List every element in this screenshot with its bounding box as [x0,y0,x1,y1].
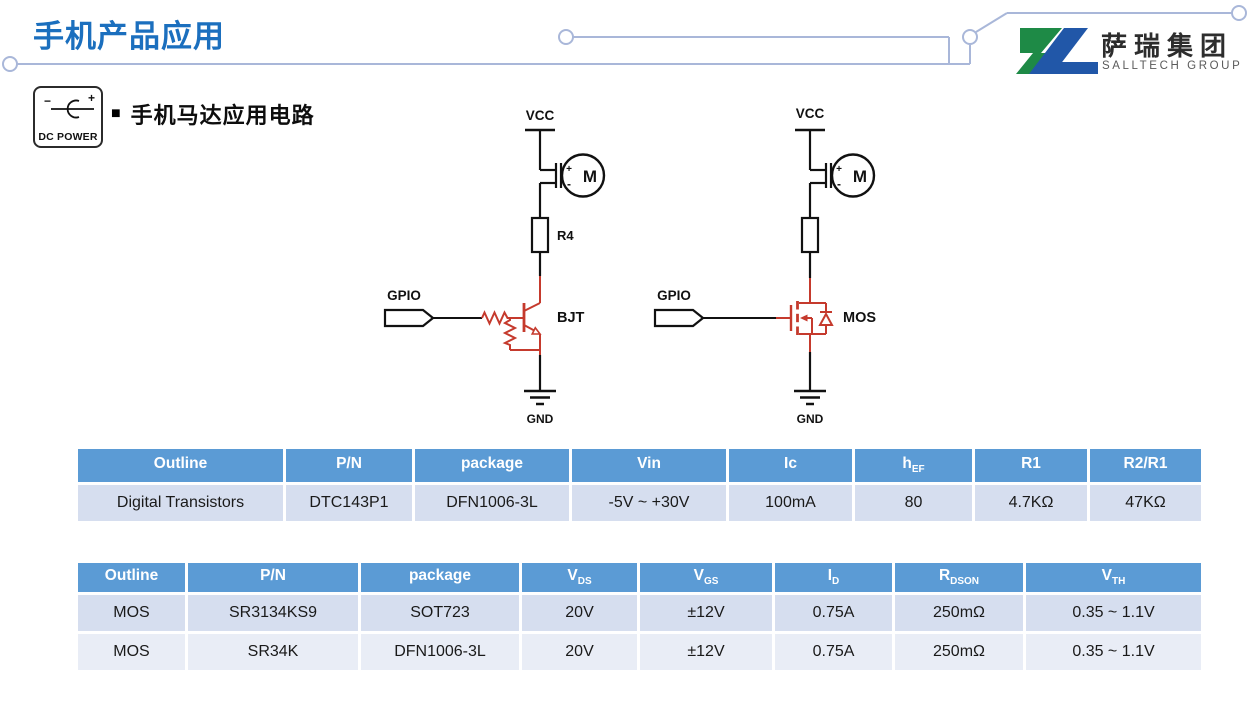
dc-power-label: DC POWER [38,131,98,143]
mosfet-symbol [776,278,834,352]
resistor-r4-label: R4 [557,228,574,243]
motor-label: M [583,167,597,186]
data-cell: 0.35 ~ 1.1V [1026,634,1201,670]
header-cell: R2/R1 [1090,449,1201,482]
mos-circuit: VCC + - M GPIO [653,106,876,426]
data-cell: ±12V [640,595,772,631]
motor-minus-label: - [567,177,571,191]
bjt-circuit: VCC + - M R4 GPIO [383,108,606,426]
data-cell: 0.75A [775,595,892,631]
header-cell: package [415,449,569,482]
header-cell: hEF [855,449,972,482]
header-cell: RDSON [895,563,1023,592]
data-cell: MOS [78,634,185,670]
section-title: 手机马达应用电路 [130,103,315,128]
motor-symbol [560,153,606,198]
header-cell: VDS [522,563,637,592]
mos-label: MOS [843,310,876,326]
ground-symbol [794,389,826,406]
table-header-row: Outline P/N package Vin Ic hEF R1 R2/R1 [78,449,1201,482]
data-cell: 250mΩ [895,595,1023,631]
gpio-connector [653,308,705,328]
header-cell: R1 [975,449,1087,482]
vcc-label: VCC [526,108,555,123]
data-cell: 80 [855,485,972,521]
gnd-label: GND [527,412,554,426]
logo-name-en: SALLTECH GROUP [1102,60,1243,72]
header-cell: VTH [1026,563,1201,592]
data-cell: 0.35 ~ 1.1V [1026,595,1201,631]
header-cell: ID [775,563,892,592]
motor-minus-label: - [837,177,841,191]
logo-name-cn: 萨瑞集团 [1101,31,1234,61]
data-cell: -5V ~ +30V [572,485,726,521]
square-bullet-icon: ■ [111,105,121,122]
data-cell: 100mA [729,485,852,521]
header-cell: Outline [78,449,283,482]
header-cell: VGS [640,563,772,592]
resistor-symbol [800,216,820,254]
logo-mark [1016,28,1098,74]
table-row: Digital Transistors DTC143P1 DFN1006-3L … [78,485,1201,521]
data-cell: 20V [522,595,637,631]
gnd-label: GND [797,412,824,426]
data-cell: Digital Transistors [78,485,283,521]
data-cell: SR3134KS9 [188,595,358,631]
header-cell: package [361,563,519,592]
data-cell: SOT723 [361,595,519,631]
table-header-row: Outline P/N package VDS VGS ID RDSON VTH [78,563,1201,592]
ground-symbol [524,389,556,406]
data-cell: ±12V [640,634,772,670]
dc-power-icon: − + DC POWER [33,86,103,148]
gpio-connector [383,308,435,328]
bjt-symbol [481,276,542,355]
data-cell: DFN1006-3L [361,634,519,670]
dc-jack-symbol: − + [44,91,95,119]
data-cell: SR34K [188,634,358,670]
table-row: MOS SR3134KS9 SOT723 20V ±12V 0.75A 250m… [78,595,1201,631]
data-cell: 0.75A [775,634,892,670]
resistor-r4-symbol [530,216,550,254]
section-header: ■ 手机马达应用电路 [111,98,315,130]
header-cell: Outline [78,563,185,592]
circuit-trace-decoration [2,5,1247,72]
data-cell: DFN1006-3L [415,485,569,521]
data-cell: 250mΩ [895,634,1023,670]
gpio-label: GPIO [657,288,691,303]
motor-driver-circuits: VCC + - M R4 GPIO [383,106,876,426]
table-row: MOS SR34K DFN1006-3L 20V ±12V 0.75A 250m… [78,634,1201,670]
motor-plus-label: + [566,164,572,175]
header-cell: Vin [572,449,726,482]
bjt-label: BJT [557,310,585,326]
motor-plus-label: + [836,164,842,175]
data-cell: DTC143P1 [286,485,412,521]
page-title: 手机产品应用 [33,19,225,54]
header-cell: Ic [729,449,852,482]
header-cell: P/N [286,449,412,482]
motor-symbol [830,153,876,198]
mos-spec-table: Outline P/N package VDS VGS ID RDSON VTH… [75,560,1204,673]
digital-transistor-spec-table: Outline P/N package Vin Ic hEF R1 R2/R1 … [75,446,1204,524]
gpio-label: GPIO [387,288,421,303]
header-cell: P/N [188,563,358,592]
data-cell: 20V [522,634,637,670]
motor-label: M [853,167,867,186]
data-cell: 47KΩ [1090,485,1201,521]
dc-minus-sign: − [44,94,51,108]
data-cell: MOS [78,595,185,631]
data-cell: 4.7KΩ [975,485,1087,521]
dc-plus-sign: + [88,91,95,105]
vcc-label: VCC [796,106,825,121]
